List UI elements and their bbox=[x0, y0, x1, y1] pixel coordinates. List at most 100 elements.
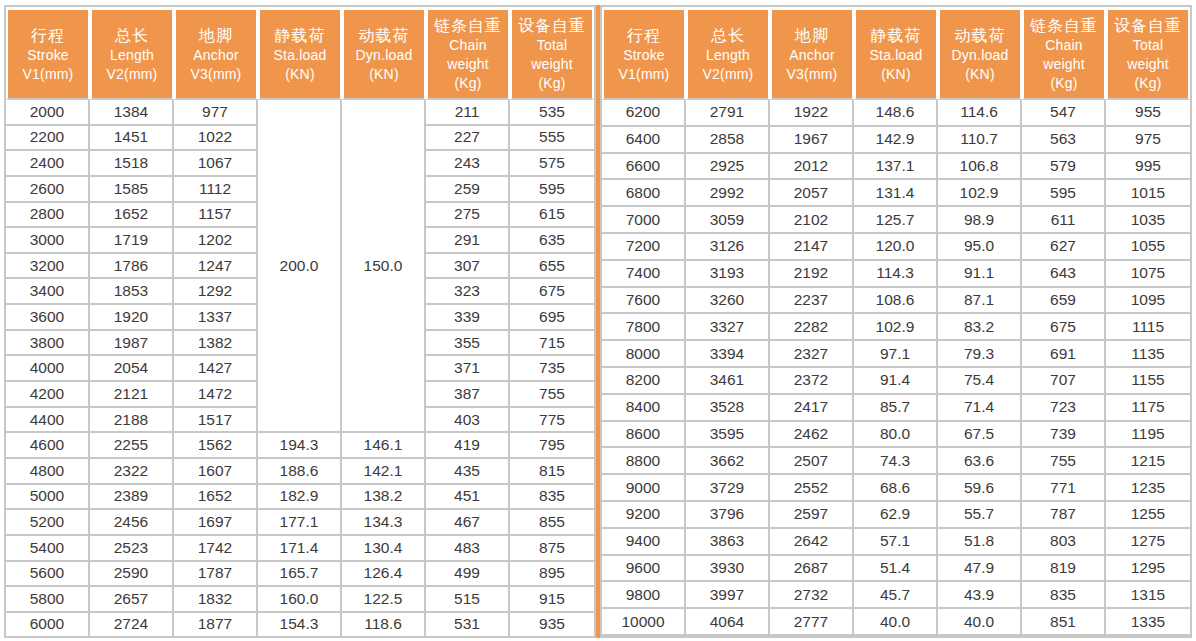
left-row-6000: 600027241877154.3118.6531935 bbox=[6, 613, 594, 636]
cell-dyn-load: 40.0 bbox=[938, 609, 1022, 636]
cell-chain-weight: 419 bbox=[426, 433, 510, 459]
header-line: weight bbox=[1024, 55, 1104, 74]
cell-chain-weight: 483 bbox=[426, 536, 510, 562]
cell-length: 2456 bbox=[90, 510, 174, 536]
cell-total-weight: 1235 bbox=[1106, 475, 1190, 502]
cell-dyn-load: 91.1 bbox=[938, 261, 1022, 288]
cell-chain-weight: 211 bbox=[426, 100, 510, 126]
cell-sta-load: 131.4 bbox=[854, 180, 938, 207]
cell-stroke: 9000 bbox=[602, 475, 686, 502]
right-row-7000: 700030592102125.798.96111035 bbox=[602, 207, 1190, 234]
cell-total-weight: 1295 bbox=[1106, 556, 1190, 583]
cell-length: 2590 bbox=[90, 562, 174, 588]
cell-length: 1786 bbox=[90, 254, 174, 280]
column-header-total-weight: 设备自重Totalweight(Kg) bbox=[1106, 7, 1190, 100]
cell-total-weight: 955 bbox=[1106, 100, 1190, 127]
cell-total-weight: 915 bbox=[510, 587, 594, 613]
cell-sta-load: 91.4 bbox=[854, 368, 938, 395]
cell-stroke: 6400 bbox=[602, 127, 686, 154]
cell-total-weight: 615 bbox=[510, 203, 594, 229]
header-line: (Kg) bbox=[1024, 74, 1104, 93]
cell-anchor: 1427 bbox=[174, 356, 258, 382]
cell-chain-weight: 851 bbox=[1022, 609, 1106, 636]
cell-stroke: 3800 bbox=[6, 331, 90, 357]
header-line: Sta.load bbox=[856, 46, 936, 65]
cell-chain-weight: 643 bbox=[1022, 261, 1106, 288]
cell-sta-load: 142.9 bbox=[854, 127, 938, 154]
cell-stroke: 10000 bbox=[602, 609, 686, 636]
cell-anchor: 1877 bbox=[174, 613, 258, 636]
cell-dyn-load: 138.2 bbox=[342, 485, 426, 511]
cell-anchor: 1967 bbox=[770, 127, 854, 154]
column-header-length: 总长LengthV2(mm) bbox=[90, 7, 174, 100]
cell-stroke: 5800 bbox=[6, 587, 90, 613]
cell-sta-load: 160.0 bbox=[258, 587, 342, 613]
cell-total-weight: 715 bbox=[510, 331, 594, 357]
spec-table-right-wrap: 行程StrokeV1(mm)总长LengthV2(mm)地脚AnchorV3(m… bbox=[600, 5, 1192, 638]
header-line: Total bbox=[1108, 36, 1188, 55]
cell-length: 3260 bbox=[686, 288, 770, 315]
cell-chain-weight: 499 bbox=[426, 562, 510, 588]
cell-stroke: 3000 bbox=[6, 228, 90, 254]
header-line: Dyn.load bbox=[940, 46, 1020, 65]
cell-sta-load: 188.6 bbox=[258, 459, 342, 485]
spec-table-right-body: 620027911922148.6114.6547955640028581967… bbox=[602, 100, 1190, 636]
header-line: Length bbox=[92, 46, 172, 65]
cell-chain-weight: 259 bbox=[426, 177, 510, 203]
header-line: 静载荷 bbox=[856, 25, 936, 46]
spec-table-right-header: 行程StrokeV1(mm)总长LengthV2(mm)地脚AnchorV3(m… bbox=[602, 7, 1190, 100]
cell-anchor: 1247 bbox=[174, 254, 258, 280]
cell-stroke: 8600 bbox=[602, 422, 686, 449]
merged-sta-load-cell: 200.0 bbox=[258, 100, 342, 433]
cell-sta-load: 80.0 bbox=[854, 422, 938, 449]
cell-stroke: 6000 bbox=[6, 613, 90, 636]
cell-stroke: 5000 bbox=[6, 485, 90, 511]
header-line: Chain bbox=[1024, 36, 1104, 55]
header-line: Anchor bbox=[176, 46, 256, 65]
cell-length: 1719 bbox=[90, 228, 174, 254]
cell-dyn-load: 102.9 bbox=[938, 180, 1022, 207]
cell-chain-weight: 339 bbox=[426, 305, 510, 331]
cell-dyn-load: 130.4 bbox=[342, 536, 426, 562]
cell-total-weight: 1035 bbox=[1106, 207, 1190, 234]
column-header-chain-weight: 链条自重Chainweight(Kg) bbox=[1022, 7, 1106, 100]
right-row-6400: 640028581967142.9110.7563975 bbox=[602, 127, 1190, 154]
cell-stroke: 2800 bbox=[6, 203, 90, 229]
cell-stroke: 5600 bbox=[6, 562, 90, 588]
cell-total-weight: 555 bbox=[510, 126, 594, 152]
cell-stroke: 8000 bbox=[602, 341, 686, 368]
cell-anchor: 1112 bbox=[174, 177, 258, 203]
cell-length: 4064 bbox=[686, 609, 770, 636]
cell-stroke: 7000 bbox=[602, 207, 686, 234]
cell-dyn-load: 47.9 bbox=[938, 556, 1022, 583]
cell-length: 3528 bbox=[686, 395, 770, 422]
cell-stroke: 7600 bbox=[602, 288, 686, 315]
cell-stroke: 7200 bbox=[602, 234, 686, 261]
cell-chain-weight: 755 bbox=[1022, 448, 1106, 475]
cell-sta-load: 120.0 bbox=[854, 234, 938, 261]
cell-anchor: 2552 bbox=[770, 475, 854, 502]
cell-stroke: 2400 bbox=[6, 151, 90, 177]
column-header-sta-load: 静载荷Sta.load(KN) bbox=[854, 7, 938, 100]
cell-stroke: 4200 bbox=[6, 382, 90, 408]
cell-anchor: 2642 bbox=[770, 529, 854, 556]
column-header-stroke: 行程StrokeV1(mm) bbox=[602, 7, 686, 100]
cell-stroke: 4000 bbox=[6, 356, 90, 382]
cell-length: 2389 bbox=[90, 485, 174, 511]
cell-dyn-load: 114.6 bbox=[938, 100, 1022, 127]
header-line: 地脚 bbox=[772, 25, 852, 46]
cell-chain-weight: 467 bbox=[426, 510, 510, 536]
header-line: (KN) bbox=[260, 65, 340, 84]
cell-length: 3394 bbox=[686, 341, 770, 368]
header-line: (KN) bbox=[940, 65, 1020, 84]
cell-total-weight: 855 bbox=[510, 510, 594, 536]
cell-dyn-load: 122.5 bbox=[342, 587, 426, 613]
header-line: 设备自重 bbox=[1108, 15, 1188, 36]
left-header-row: 行程StrokeV1(mm)总长LengthV2(mm)地脚AnchorV3(m… bbox=[6, 7, 594, 100]
cell-chain-weight: 723 bbox=[1022, 395, 1106, 422]
cell-anchor: 2732 bbox=[770, 582, 854, 609]
cell-total-weight: 815 bbox=[510, 459, 594, 485]
cell-length: 2255 bbox=[90, 433, 174, 459]
cell-total-weight: 1155 bbox=[1106, 368, 1190, 395]
cell-stroke: 9600 bbox=[602, 556, 686, 583]
